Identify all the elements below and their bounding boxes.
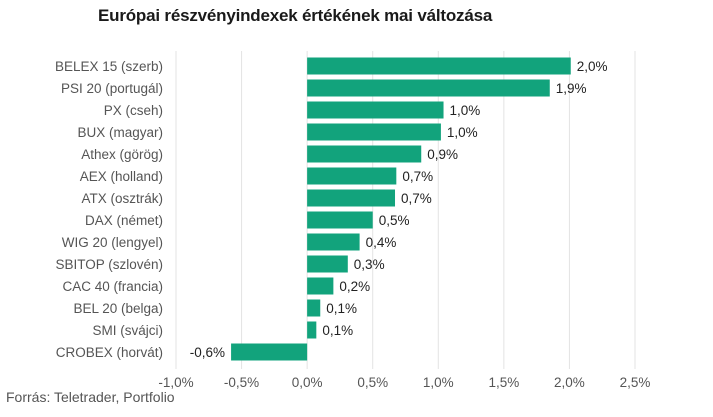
category-labels: BELEX 15 (szerb) PSI 20 (portugál) PX (cse… <box>55 59 163 360</box>
x-tick-label: 1,0% <box>423 375 454 390</box>
value-label: 1,9% <box>556 81 587 96</box>
value-label: 2,0% <box>577 59 608 74</box>
bar <box>307 321 317 339</box>
value-label: 0,2% <box>339 279 370 294</box>
bar <box>307 233 360 251</box>
category-label: BUX (magyar) <box>77 125 163 140</box>
value-label: 0,4% <box>366 235 397 250</box>
value-label: 0,5% <box>379 213 410 228</box>
category-label: Athex (görög) <box>81 147 163 162</box>
category-label: CAC 40 (francia) <box>62 279 163 294</box>
x-tick-label: -1,0% <box>158 375 193 390</box>
category-label: SMI (svájci) <box>93 323 164 338</box>
chart-title: Európai részvényindexek értékének mai vá… <box>98 6 493 25</box>
bars <box>231 57 571 361</box>
x-tick-label: -0,5% <box>224 375 259 390</box>
category-label: AEX (holland) <box>80 169 163 184</box>
grid-lines <box>175 51 636 369</box>
category-label: DAX (német) <box>85 213 163 228</box>
value-label: 0,7% <box>401 191 432 206</box>
bar <box>307 189 396 207</box>
bar <box>307 167 397 185</box>
x-axis-ticks: -1,0% -0,5% 0,0% 0,5% 1,0% 1,5% 2,0% 2,5% <box>158 375 650 390</box>
value-label: 0,3% <box>354 257 385 272</box>
category-label: WIG 20 (lengyel) <box>62 235 163 250</box>
value-label: 0,1% <box>326 301 357 316</box>
bar <box>307 123 441 141</box>
bar <box>307 79 550 97</box>
bar <box>307 299 321 317</box>
value-label: 1,0% <box>447 125 478 140</box>
x-tick-label: 2,0% <box>554 375 585 390</box>
bar <box>307 255 348 273</box>
x-tick-label: 0,0% <box>292 375 323 390</box>
category-label: CROBEX (horvát) <box>56 345 163 360</box>
x-tick-label: 2,5% <box>620 375 651 390</box>
category-label: PX (cseh) <box>104 103 163 118</box>
value-label: 1,0% <box>450 103 481 118</box>
bar <box>307 211 373 229</box>
category-label: PSI 20 (portugál) <box>61 81 163 96</box>
category-label: ATX (osztrák) <box>81 191 163 206</box>
x-tick-label: 1,5% <box>488 375 519 390</box>
category-label: BEL 20 (belga) <box>73 301 163 316</box>
category-label: BELEX 15 (szerb) <box>55 59 163 74</box>
value-label: 0,7% <box>402 169 433 184</box>
value-labels: 2,0% 1,9% 1,0% 1,0% 0,9% 0,7% 0,7% 0,5% 0,4% 0,3%… <box>190 59 608 360</box>
x-tick-label: 0,5% <box>357 375 388 390</box>
bar <box>307 57 571 75</box>
value-label: 0,1% <box>322 323 353 338</box>
bar <box>307 145 422 163</box>
value-label: -0,6% <box>190 345 225 360</box>
bar <box>307 101 444 119</box>
source-note: Forrás: Teletrader, Portfolio <box>6 389 175 405</box>
bar <box>231 343 308 361</box>
value-label: 0,9% <box>427 147 458 162</box>
category-label: SBITOP (szlovén) <box>55 257 163 272</box>
bar <box>307 277 334 295</box>
